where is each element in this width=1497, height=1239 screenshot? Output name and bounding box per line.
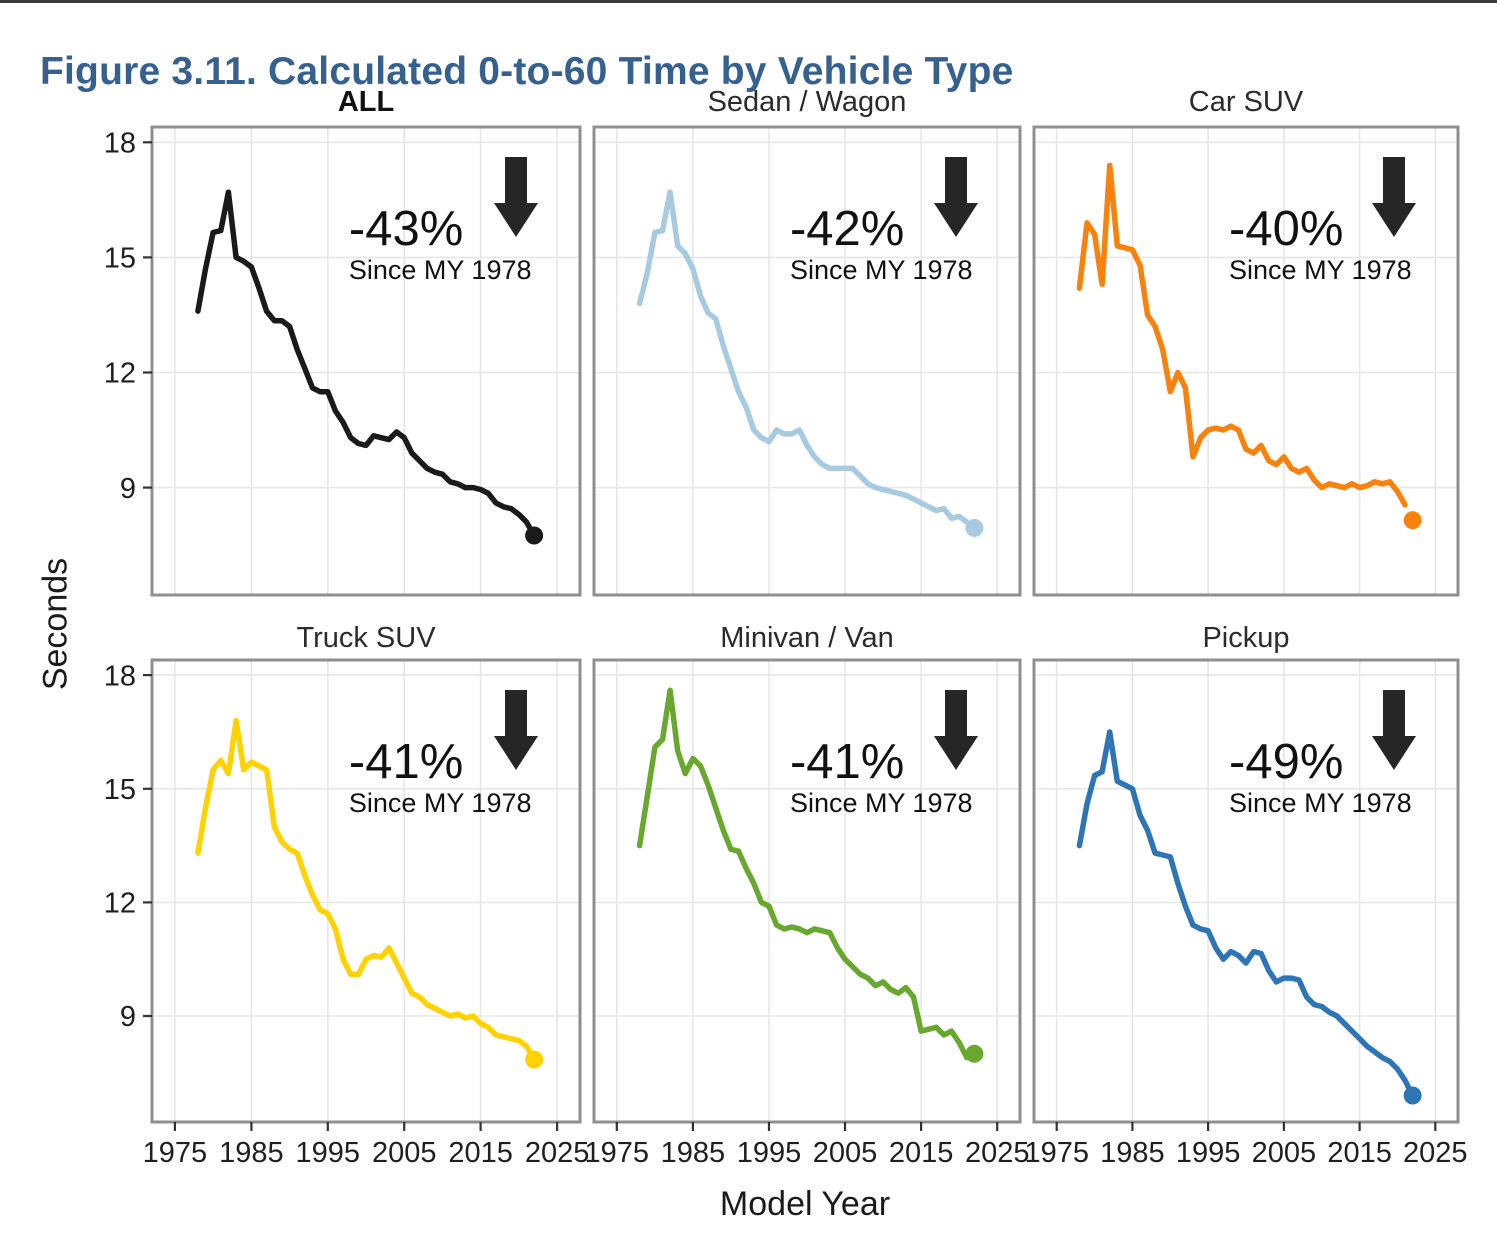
plot-pickup: 1975 1985 1995 2005 2015 2025 — [1024, 658, 1468, 1169]
y-axis-label: Seconds — [36, 557, 75, 691]
plot-car-suv — [1032, 125, 1460, 597]
plot-sedan-wagon — [592, 125, 1022, 597]
down-arrow-shape — [934, 157, 979, 237]
panel-title-truck-suv: Truck SUV — [296, 622, 436, 654]
series-endpoint-dot — [525, 1050, 544, 1069]
pct-change-label: -41% — [348, 735, 464, 789]
series-endpoint-dot — [1403, 511, 1422, 530]
panel-minivan-van: 1975 1985 1995 2005 2015 2025 -41% Since MY 1… — [585, 658, 1029, 1169]
x-tick-label: 1985 — [661, 1137, 726, 1169]
series-endpoint-dot — [525, 526, 544, 545]
y-tick-label: 18 — [104, 660, 136, 692]
panel-title-minivan-van: Minivan / Van — [720, 622, 894, 654]
x-tick-label: 2025 — [1403, 1137, 1468, 1169]
panel-border — [150, 125, 582, 597]
x-tick-label: 1985 — [219, 1137, 284, 1169]
top-divider — [0, 0, 1497, 3]
x-tick-label: 2025 — [965, 1137, 1030, 1169]
panel-title-sedan-wagon: Sedan / Wagon — [707, 86, 907, 118]
x-tick-label: 1975 — [585, 1137, 650, 1169]
series-line — [195, 717, 537, 1063]
pct-change-label: -40% — [1229, 202, 1344, 256]
down-arrow-shape — [1372, 690, 1417, 770]
series-endpoint-dot — [965, 518, 984, 537]
x-tick-label: 2015 — [889, 1137, 954, 1169]
y-tick-label: 12 — [104, 358, 136, 390]
series-line — [636, 687, 978, 1061]
panel-border — [592, 125, 1022, 597]
y-tick-label: 9 — [120, 1001, 136, 1033]
panel-truck-suv: 18 15 12 9 1975 1985 1995 2005 2015 2025 -41% Sin… — [104, 658, 589, 1169]
panel-border — [150, 658, 582, 1124]
x-tick-label: 1985 — [1100, 1137, 1165, 1169]
panel-title-all: ALL — [337, 86, 395, 118]
down-arrow-shape — [493, 690, 538, 770]
panel-pickup: 1975 1985 1995 2005 2015 2025 -49% Since MY 1… — [1024, 658, 1468, 1169]
panel-border — [1032, 125, 1460, 597]
since-my-label: Since MY 1978 — [348, 788, 532, 818]
down-arrow-icon — [934, 157, 979, 237]
x-tick-label: 1995 — [296, 1137, 361, 1169]
x-tick-label: 2005 — [1252, 1137, 1317, 1169]
x-tick-label: 2015 — [448, 1137, 513, 1169]
y-tick-label: 18 — [104, 127, 136, 159]
pct-change-label: -43% — [348, 202, 464, 256]
x-axis-label: Model Year — [719, 1185, 891, 1223]
series-line — [636, 189, 978, 531]
panel-title-pickup: Pickup — [1202, 622, 1290, 654]
pct-change-label: -42% — [789, 202, 905, 256]
since-my-label: Since MY 1978 — [789, 788, 973, 818]
down-arrow-icon — [493, 690, 538, 770]
plot-all: 18 15 12 9 — [104, 125, 582, 597]
series-line — [1076, 729, 1416, 1099]
panel-title-car-suv: Car SUV — [1188, 86, 1304, 118]
panel-all: 18 15 12 9 -43% Since MY 1978 — [104, 125, 582, 597]
panel-sedan-wagon: -42% Since MY 1978 — [592, 125, 1022, 597]
down-arrow-shape — [493, 157, 538, 237]
pct-change-label: -41% — [789, 735, 905, 789]
down-arrow-icon — [1372, 157, 1417, 237]
plot-truck-suv: 18 15 12 9 1975 1985 1995 2005 2015 2025 — [104, 658, 589, 1169]
down-arrow-icon — [493, 157, 538, 237]
down-arrow-shape — [934, 690, 979, 770]
since-my-label: Since MY 1978 — [789, 255, 973, 285]
x-tick-label: 1975 — [143, 1137, 208, 1169]
figure-title: Figure 3.11. Calculated 0-to-60 Time by … — [40, 50, 1014, 94]
down-arrow-shape — [1372, 157, 1417, 237]
since-my-label: Since MY 1978 — [348, 255, 532, 285]
pct-change-label: -49% — [1229, 735, 1344, 789]
since-my-label: Since MY 1978 — [1229, 788, 1412, 818]
series-endpoint-dot — [1403, 1086, 1422, 1105]
panel-car-suv: -40% Since MY 1978 — [1032, 125, 1460, 597]
series-line — [195, 189, 537, 539]
x-tick-label: 1995 — [737, 1137, 802, 1169]
series-line — [1076, 162, 1408, 508]
x-tick-label: 2015 — [1327, 1137, 1392, 1169]
plot-minivan-van: 1975 1985 1995 2005 2015 2025 — [585, 658, 1029, 1169]
y-tick-label: 15 — [104, 774, 136, 806]
series-endpoint-dot — [965, 1044, 984, 1063]
since-my-label: Since MY 1978 — [1229, 255, 1412, 285]
x-tick-label: 2005 — [813, 1137, 878, 1169]
x-tick-label: 2005 — [372, 1137, 437, 1169]
panel-border — [1032, 658, 1460, 1124]
down-arrow-icon — [1372, 690, 1417, 770]
y-tick-label: 12 — [104, 888, 136, 920]
y-tick-label: 15 — [104, 243, 136, 275]
x-tick-label: 1995 — [1176, 1137, 1241, 1169]
panel-border — [592, 658, 1022, 1124]
x-tick-label: 1975 — [1024, 1137, 1089, 1169]
y-tick-label: 9 — [120, 473, 136, 505]
down-arrow-icon — [934, 690, 979, 770]
x-tick-label: 2025 — [525, 1137, 590, 1169]
